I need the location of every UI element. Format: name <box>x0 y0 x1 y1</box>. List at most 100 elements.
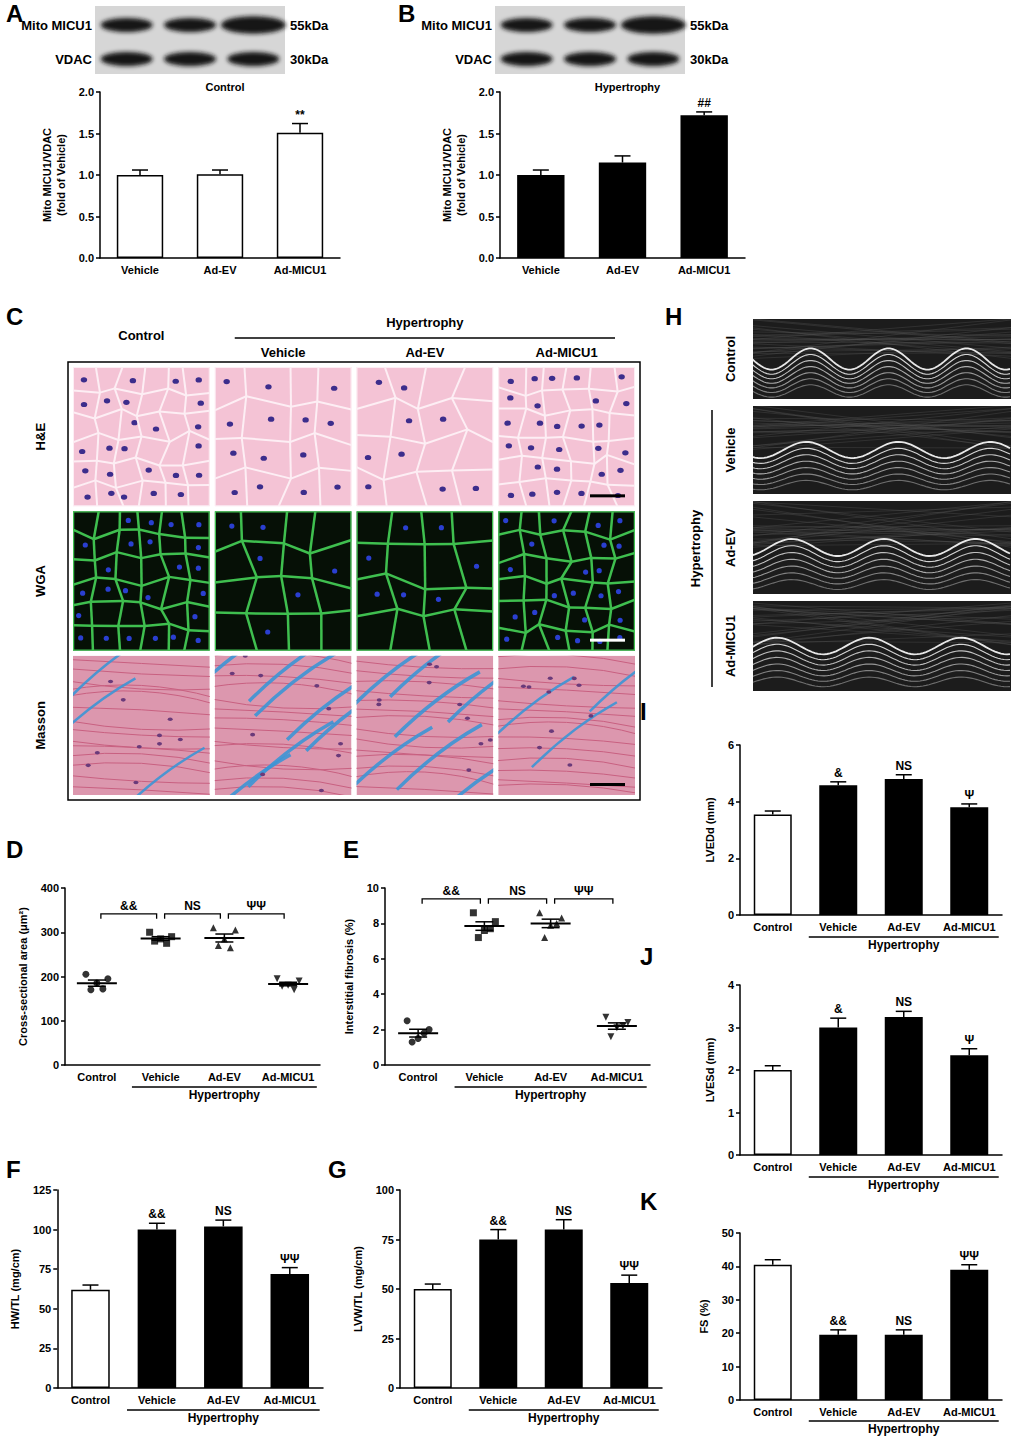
svg-text:0: 0 <box>728 1394 734 1406</box>
svg-text:200: 200 <box>41 971 59 983</box>
svg-text:Vehicle: Vehicle <box>819 921 857 933</box>
svg-text:100: 100 <box>41 1015 59 1027</box>
svg-text:Ad-MICU1: Ad-MICU1 <box>943 1406 996 1418</box>
svg-text:Masson: Masson <box>33 701 48 749</box>
svg-text:50: 50 <box>382 1283 394 1295</box>
svg-text:Hypertrophy: Hypertrophy <box>868 1422 940 1436</box>
svg-text:30kDa: 30kDa <box>690 52 729 67</box>
svg-text:Ad-EV: Ad-EV <box>405 345 444 360</box>
svg-text:ΨΨ: ΨΨ <box>574 884 594 898</box>
svg-text:0: 0 <box>728 1149 734 1161</box>
svg-text:Vehicle: Vehicle <box>522 264 560 276</box>
svg-text:&&: && <box>120 899 138 913</box>
svg-text:3: 3 <box>728 1022 734 1034</box>
svg-text:(fold of Vehicle): (fold of Vehicle) <box>455 134 467 216</box>
svg-text:Ad-MICU1: Ad-MICU1 <box>723 615 738 677</box>
svg-text:Vehicle: Vehicle <box>138 1394 176 1406</box>
svg-text:Ad-EV: Ad-EV <box>208 1071 242 1083</box>
svg-text:&&: && <box>443 884 461 898</box>
svg-text:75: 75 <box>39 1263 51 1275</box>
svg-text:**: ** <box>295 108 305 122</box>
svg-text:HW/TL (mg/cm): HW/TL (mg/cm) <box>9 1248 21 1329</box>
svg-text:VDAC: VDAC <box>55 52 92 67</box>
svg-text:Ad-EV: Ad-EV <box>547 1394 581 1406</box>
svg-text:&: & <box>834 1002 843 1016</box>
svg-text:Control: Control <box>71 1394 110 1406</box>
svg-text:Mito MICU1: Mito MICU1 <box>21 18 92 33</box>
svg-text:Vehicle: Vehicle <box>261 345 306 360</box>
svg-text:20: 20 <box>722 1327 734 1339</box>
svg-text:2.0: 2.0 <box>479 86 494 98</box>
svg-text:Ad-EV: Ad-EV <box>887 921 921 933</box>
svg-text:Control: Control <box>399 1071 438 1083</box>
svg-text:4: 4 <box>728 979 735 991</box>
svg-text:400: 400 <box>41 882 59 894</box>
svg-text:0.5: 0.5 <box>79 211 94 223</box>
svg-text:Hypertrophy: Hypertrophy <box>688 509 703 587</box>
svg-text:6: 6 <box>728 739 734 751</box>
svg-text:25: 25 <box>39 1342 51 1354</box>
svg-text:Ad-EV: Ad-EV <box>723 528 738 567</box>
svg-text:1.0: 1.0 <box>479 169 494 181</box>
svg-text:Ad-MICU1: Ad-MICU1 <box>536 345 598 360</box>
svg-text:NS: NS <box>895 1314 912 1328</box>
svg-text:Mito MICU1: Mito MICU1 <box>421 18 492 33</box>
svg-text:LVW/TL (mg/cm): LVW/TL (mg/cm) <box>352 1246 364 1332</box>
svg-text:Ad-MICU1: Ad-MICU1 <box>943 1161 996 1173</box>
svg-text:Control: Control <box>118 328 164 343</box>
svg-text:Vehicle: Vehicle <box>819 1161 857 1173</box>
svg-text:2.0: 2.0 <box>79 86 94 98</box>
svg-text:Control: Control <box>753 1406 792 1418</box>
svg-text:125: 125 <box>33 1184 51 1196</box>
svg-text:NS: NS <box>895 995 912 1009</box>
svg-text:ΨΨ: ΨΨ <box>280 1252 300 1266</box>
svg-text:VDAC: VDAC <box>455 52 492 67</box>
svg-text:Control: Control <box>413 1394 452 1406</box>
svg-text:0: 0 <box>373 1059 379 1071</box>
svg-text:2: 2 <box>728 852 734 864</box>
svg-text:30kDa: 30kDa <box>290 52 329 67</box>
svg-text:ΨΨ: ΨΨ <box>620 1259 640 1273</box>
svg-text:Control: Control <box>205 81 244 93</box>
svg-text:Vehicle: Vehicle <box>479 1394 517 1406</box>
svg-text:10: 10 <box>367 882 379 894</box>
svg-text:Control: Control <box>77 1071 116 1083</box>
svg-text:&&: && <box>490 1214 508 1228</box>
svg-text:8: 8 <box>373 917 379 929</box>
svg-text:Vehicle: Vehicle <box>723 428 738 473</box>
svg-text:2: 2 <box>728 1064 734 1076</box>
svg-text:4: 4 <box>728 796 735 808</box>
svg-text:Control: Control <box>753 1161 792 1173</box>
svg-text:Hypertrophy: Hypertrophy <box>868 938 940 952</box>
svg-text:Hypertrophy: Hypertrophy <box>595 81 661 93</box>
svg-text:Ad-MICU1: Ad-MICU1 <box>678 264 731 276</box>
svg-text:Control: Control <box>753 921 792 933</box>
svg-text:Hypertrophy: Hypertrophy <box>515 1088 587 1102</box>
svg-text:55kDa: 55kDa <box>290 18 329 33</box>
svg-text:Hypertrophy: Hypertrophy <box>528 1411 600 1425</box>
svg-text:Ad-EV: Ad-EV <box>204 264 238 276</box>
svg-text:0.0: 0.0 <box>79 252 94 264</box>
svg-text:Hypertrophy: Hypertrophy <box>386 315 464 330</box>
svg-text:4: 4 <box>373 988 380 1000</box>
svg-text:0: 0 <box>53 1059 59 1071</box>
svg-text:1.0: 1.0 <box>79 169 94 181</box>
svg-text:Ad-EV: Ad-EV <box>207 1394 241 1406</box>
svg-text:NS: NS <box>184 899 201 913</box>
svg-text:&&: && <box>830 1314 848 1328</box>
svg-text:Ad-EV: Ad-EV <box>887 1161 921 1173</box>
svg-text:Ψ: Ψ <box>964 788 974 802</box>
svg-text:1.5: 1.5 <box>79 128 94 140</box>
svg-text:Hypertrophy: Hypertrophy <box>868 1178 940 1192</box>
svg-text:Ad-MICU1: Ad-MICU1 <box>264 1394 317 1406</box>
svg-text:0.5: 0.5 <box>479 211 494 223</box>
svg-text:NS: NS <box>509 884 526 898</box>
svg-text:NS: NS <box>895 759 912 773</box>
svg-text:50: 50 <box>39 1303 51 1315</box>
svg-text:75: 75 <box>382 1234 394 1246</box>
svg-text:WGA: WGA <box>33 565 48 597</box>
svg-text:NS: NS <box>215 1204 232 1218</box>
svg-text:Ψ: Ψ <box>964 1033 974 1047</box>
svg-text:Vehicle: Vehicle <box>121 264 159 276</box>
svg-text:H&E: H&E <box>33 423 48 451</box>
